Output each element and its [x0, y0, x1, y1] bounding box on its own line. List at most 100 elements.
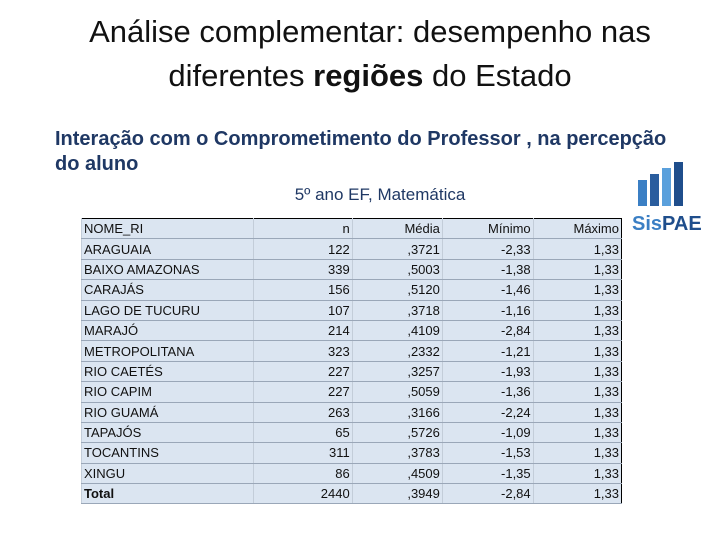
name-cell: XINGU [80, 463, 254, 485]
value-cell: 214 [253, 320, 353, 342]
value-cell: 323 [253, 340, 353, 362]
value-cell: ,3721 [351, 238, 443, 260]
table-row: RIO CAPIM 227,5059 -1,36 1,33 [80, 381, 622, 403]
value-cell: 2440 [253, 483, 353, 505]
value-cell: ,3718 [351, 300, 443, 321]
value-cell: -2,33 [441, 238, 534, 260]
value-cell: 1,33 [532, 381, 622, 403]
name-cell: RIO CAETÉS [80, 361, 254, 383]
value-cell: ,3783 [351, 442, 443, 464]
table-row: LAGO DE TUCURU 107,3718 -1,16 1,33 [80, 300, 622, 321]
name-cell: MARAJÓ [80, 320, 254, 342]
value-cell: -2,84 [441, 483, 534, 505]
value-cell: 1,33 [532, 442, 622, 464]
title: Análise complementar: desempenho nas dif… [20, 10, 720, 98]
table-row: CARAJÁS 156,5120 -1,46 1,33 [80, 279, 622, 301]
value-cell: 86 [253, 463, 353, 485]
value-cell: 1,33 [532, 483, 622, 505]
value-cell: ,5726 [351, 422, 443, 444]
name-cell: TOCANTINS [80, 442, 254, 464]
name-cell: CARAJÁS [80, 279, 254, 301]
value-cell: ,5003 [351, 259, 443, 281]
value-cell: -2,84 [441, 320, 534, 342]
value-cell: 227 [253, 381, 353, 403]
logo-bar [638, 180, 647, 206]
value-cell: 1,33 [532, 361, 622, 383]
header-row: NOME_RI n Média Mínimo Máximo [80, 218, 622, 240]
value-cell: -2,24 [441, 402, 534, 423]
value-cell: 1,33 [532, 279, 622, 301]
value-cell: Mínimo [441, 218, 534, 240]
value-cell: Máximo [532, 218, 622, 240]
caption: 5º ano EF, Matemática [294, 185, 466, 204]
name-cell: LAGO DE TUCURU [80, 300, 254, 321]
name-cell: BAIXO AMAZONAS [80, 259, 254, 281]
value-cell: -1,38 [441, 259, 534, 281]
value-cell: 339 [253, 259, 353, 281]
value-cell: 311 [253, 442, 353, 464]
value-cell: 122 [253, 238, 353, 260]
table-row: TOCANTINS 311,3783 -1,53 1,33 [80, 442, 622, 464]
value-cell: ,4509 [351, 463, 443, 485]
name-cell: TAPAJÓS [80, 422, 254, 444]
value-cell: -1,53 [441, 442, 534, 464]
value-cell: ,3166 [351, 402, 443, 423]
name-cell: METROPOLITANA [80, 340, 254, 362]
subtitle: Interação com o Comprometimento do Profe… [55, 128, 667, 175]
value-cell: ,3257 [351, 361, 443, 383]
name-cell: NOME_RI [80, 218, 254, 240]
value-cell: 227 [253, 361, 353, 383]
name-cell: RIO CAPIM [80, 381, 254, 403]
value-cell: 107 [253, 300, 353, 321]
logo-text: SisPAE [632, 213, 702, 235]
table-row: METROPOLITANA 323,2332 -1,21 1,33 [80, 340, 622, 362]
value-cell: 263 [253, 402, 353, 423]
value-cell: 1,33 [532, 340, 622, 362]
value-cell: -1,09 [441, 422, 534, 444]
table-row: ARAGUAIA 122,3721 -2,33 1,33 [80, 238, 622, 260]
total-row: Total 2440,3949 -2,84 1,33 [80, 483, 622, 505]
value-cell: 1,33 [532, 402, 622, 423]
logo-text-a: Sis [632, 213, 662, 235]
table-row: BAIXO AMAZONAS 339,5003 -1,38 1,33 [80, 259, 622, 281]
value-cell: 156 [253, 279, 353, 301]
logo: SisPAE [632, 162, 702, 235]
logo-bar [662, 168, 671, 206]
value-cell: ,3949 [351, 483, 443, 505]
value-cell: -1,46 [441, 279, 534, 301]
value-cell: -1,93 [441, 361, 534, 383]
table-row: XINGU 86,4509 -1,35 1,33 [80, 463, 622, 485]
value-cell: ,5059 [351, 381, 443, 403]
name-cell: RIO GUAMÁ [80, 402, 254, 423]
title-text: do Estado [432, 58, 572, 93]
title-text: Análise complementar: desempenho nas dif… [89, 14, 651, 93]
value-cell: n [253, 218, 353, 240]
logo-bar [674, 162, 683, 206]
name-cell: Total [80, 483, 254, 505]
name-cell: ARAGUAIA [80, 238, 254, 260]
value-cell: 1,33 [532, 422, 622, 444]
table-row: TAPAJÓS 65,5726 -1,09 1,33 [80, 422, 622, 444]
value-cell: 1,33 [532, 300, 622, 321]
logo-text-b: PAE [662, 213, 702, 235]
value-cell: 1,33 [532, 259, 622, 281]
value-cell: -1,35 [441, 463, 534, 485]
table-row: RIO CAETÉS 227,3257 -1,93 1,33 [80, 361, 622, 383]
value-cell: 1,33 [532, 320, 622, 342]
value-cell: -1,16 [441, 300, 534, 321]
value-cell: 1,33 [532, 238, 622, 260]
value-cell: 65 [253, 422, 353, 444]
value-cell: ,2332 [351, 340, 443, 362]
value-cell: ,4109 [351, 320, 443, 342]
table-row: MARAJÓ 214,4109 -2,84 1,33 [80, 320, 622, 342]
value-cell: Média [351, 218, 443, 240]
value-cell: 1,33 [532, 463, 622, 485]
table-row: RIO GUAMÁ 263,3166 -2,24 1,33 [80, 402, 622, 423]
value-cell: -1,21 [441, 340, 534, 362]
title-bold: regiões [313, 58, 424, 93]
logo-bar [650, 174, 659, 206]
value-cell: ,5120 [351, 279, 443, 301]
table: NOME_RI n Média Mínimo Máximo ARAGUAIA 122,372… [80, 218, 622, 505]
value-cell: -1,36 [441, 381, 534, 403]
